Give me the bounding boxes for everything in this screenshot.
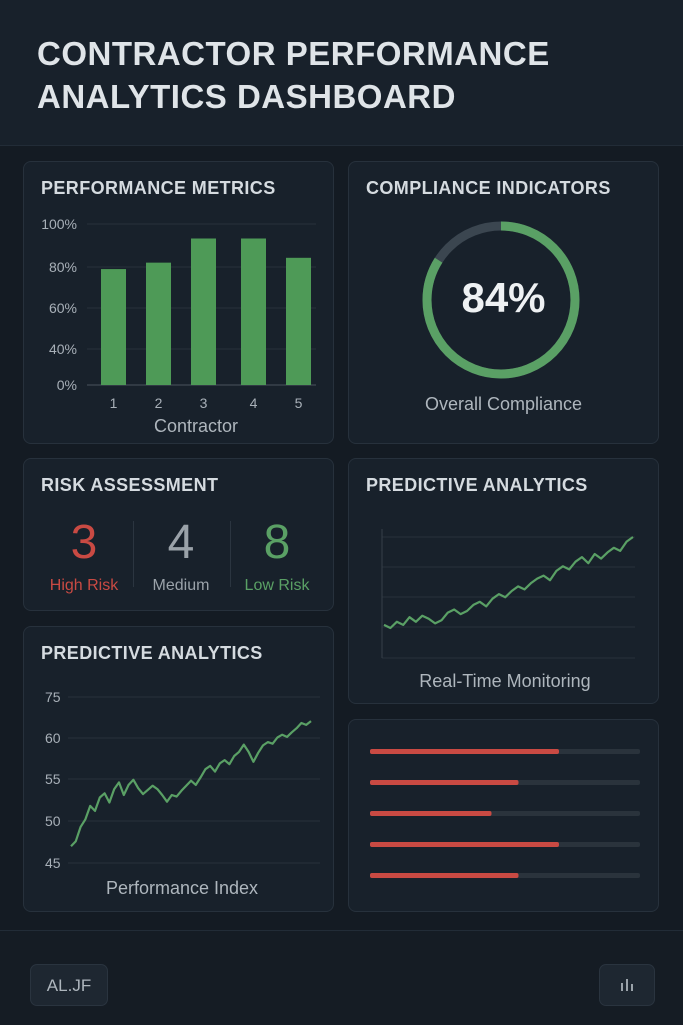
bar-chart-icon	[621, 979, 633, 991]
y-tick-label: 100%	[41, 216, 77, 232]
predictive-analytics-card-top: PREDICTIVE ANALYTICS Real-Time Monitorin…	[348, 458, 659, 704]
realtime-line-chart: Real-Time Monitoring	[381, 529, 635, 691]
y-tick-label: 55	[45, 771, 61, 787]
performance-metrics-card: PERFORMANCE METRICS 100% 80% 60% 40% 0% 1 2 3 4 5…	[23, 161, 334, 444]
y-tick-label: 45	[45, 855, 61, 871]
high-risk-label: High Risk	[49, 577, 119, 594]
bar	[241, 238, 266, 385]
x-tick-label: 3	[200, 395, 208, 411]
compliance-gauge	[422, 221, 580, 379]
y-tick-label: 80%	[49, 259, 77, 275]
x-tick-label: 5	[295, 395, 303, 411]
x-tick-label: 1	[110, 395, 118, 411]
y-tick-label: 75	[45, 689, 61, 705]
bar	[146, 262, 171, 385]
risk-assessment-card: RISK ASSESSMENT 3 High Risk 4 Medium 8 L…	[23, 458, 334, 611]
progress-bars	[370, 749, 640, 878]
performance-index-line-chart: 75 60 55 50 45 Performance Index	[45, 689, 320, 898]
low-risk-label: Low Risk	[244, 577, 310, 594]
progress-fill	[370, 811, 492, 816]
low-risk-count: 8	[263, 516, 291, 569]
progress-fill	[370, 842, 559, 847]
progress-fill	[370, 873, 519, 878]
bar	[191, 238, 216, 385]
page-title: CONTRACTOR PERFORMANCE ANALYTICS DASHBOA…	[37, 35, 550, 115]
card-title: RISK ASSESSMENT	[41, 475, 219, 495]
card-title: COMPLIANCE INDICATORS	[366, 178, 611, 198]
bar	[286, 257, 311, 385]
card-title: PREDICTIVE ANALYTICS	[366, 475, 588, 495]
y-tick-label: 40%	[49, 341, 77, 357]
user-badge-button[interactable]: AL.JF	[30, 964, 108, 1006]
header: CONTRACTOR PERFORMANCE ANALYTICS DASHBOA…	[0, 0, 683, 146]
card-title: PREDICTIVE ANALYTICS	[41, 643, 263, 663]
compliance-caption: Overall Compliance	[424, 394, 583, 414]
progress-fill	[370, 749, 559, 754]
x-tick-label: 2	[155, 395, 163, 411]
risk-high: 3 High Risk	[36, 517, 132, 595]
risk-medium: 4 Medium	[133, 517, 229, 595]
predictive-analytics-card-bottom: PREDICTIVE ANALYTICS 75 60 55 50 45 Performan…	[23, 626, 334, 912]
card-title: PERFORMANCE METRICS	[41, 178, 276, 198]
y-tick-label: 0%	[57, 377, 77, 393]
gauge-fill	[422, 221, 580, 379]
x-axis-title: Contractor	[154, 416, 238, 436]
series-line	[383, 536, 634, 630]
y-tick-label: 60%	[49, 300, 77, 316]
bar	[101, 269, 126, 385]
progress-bars-card	[348, 719, 659, 912]
series-line	[70, 720, 312, 847]
progress-fill	[370, 780, 519, 785]
high-risk-count: 3	[70, 516, 98, 569]
chart-caption: Performance Index	[106, 878, 258, 898]
y-tick-label: 60	[45, 730, 61, 746]
risk-low: 8 Low Risk	[229, 517, 325, 595]
medium-risk-label: Medium	[152, 577, 210, 594]
y-tick-label: 50	[45, 813, 61, 829]
performance-bar-chart: 100% 80% 60% 40% 0% 1 2 3 4 5 Contractor	[41, 216, 316, 436]
medium-risk-count: 4	[167, 516, 195, 569]
compliance-indicators-card: COMPLIANCE INDICATORS 84% Overall Compli…	[348, 161, 659, 444]
divider	[133, 521, 134, 587]
compliance-value: 84%	[461, 274, 546, 321]
chart-caption: Real-Time Monitoring	[419, 671, 590, 691]
chart-view-button[interactable]	[599, 964, 655, 1006]
x-tick-label: 4	[250, 395, 258, 411]
footer: AL.JF	[0, 930, 683, 1025]
divider	[230, 521, 231, 587]
